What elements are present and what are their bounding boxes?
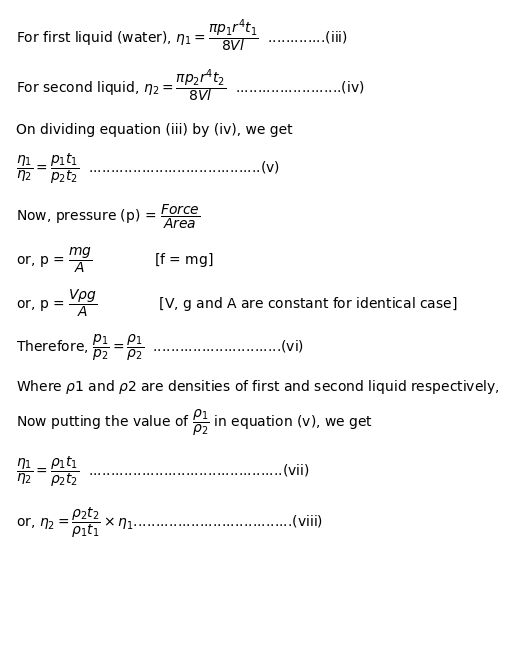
Text: Therefore, $\dfrac{p_1}{p_2} = \dfrac{\rho_1}{\rho_2}$  ........................: Therefore, $\dfrac{p_1}{p_2} = \dfrac{\r… <box>16 333 304 363</box>
Text: or, p = $\dfrac{V\rho g}{A}$              [V, g and A are constant for identical: or, p = $\dfrac{V\rho g}{A}$ [V, g and A… <box>16 287 457 318</box>
Text: For second liquid, $\eta_2 = \dfrac{\pi p_2 r^4 t_2}{8Vl}$  ....................: For second liquid, $\eta_2 = \dfrac{\pi … <box>16 68 364 104</box>
Text: For first liquid (water), $\eta_1 = \dfrac{\pi p_1 r^4 t_1}{8Vl}$  .............: For first liquid (water), $\eta_1 = \dfr… <box>16 18 348 54</box>
Text: or, p = $\dfrac{mg}{A}$              [f = mg]: or, p = $\dfrac{mg}{A}$ [f = mg] <box>16 245 213 275</box>
Text: or, $\eta_2 = \dfrac{\rho_2 t_2}{\rho_1 t_1} \times \eta_1$.....................: or, $\eta_2 = \dfrac{\rho_2 t_2}{\rho_1 … <box>16 506 323 540</box>
Text: Now putting the value of $\dfrac{\rho_1}{\rho_2}$ in equation (v), we get: Now putting the value of $\dfrac{\rho_1}… <box>16 408 372 437</box>
Text: Where $\rho$1 and $\rho$2 are densities of first and second liquid respectively,: Where $\rho$1 and $\rho$2 are densities … <box>16 378 499 396</box>
Text: $\dfrac{\eta_1}{\eta_2} = \dfrac{p_1 t_1}{p_2 t_2}$  ...........................: $\dfrac{\eta_1}{\eta_2} = \dfrac{p_1 t_1… <box>16 152 280 186</box>
Text: $\dfrac{\eta_1}{\eta_2} = \dfrac{\rho_1 t_1}{\rho_2 t_2}$  .....................: $\dfrac{\eta_1}{\eta_2} = \dfrac{\rho_1 … <box>16 455 309 489</box>
Text: Now, pressure (p) = $\dfrac{Force}{Area}$: Now, pressure (p) = $\dfrac{Force}{Area}… <box>16 202 200 231</box>
Text: On dividing equation (iii) by (iv), we get: On dividing equation (iii) by (iv), we g… <box>16 123 292 137</box>
